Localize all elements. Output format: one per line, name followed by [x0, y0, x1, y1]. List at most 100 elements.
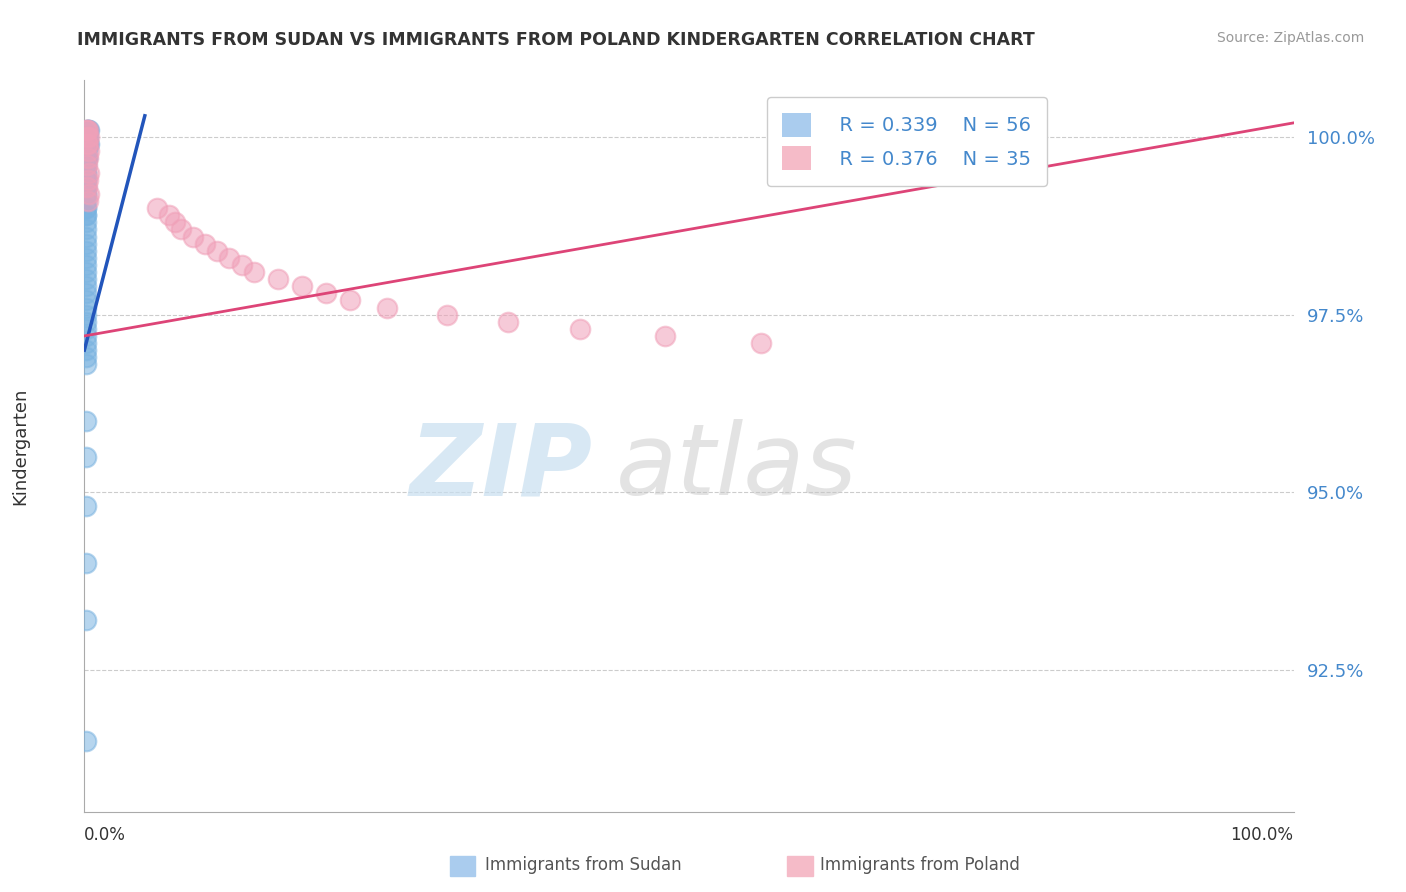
Point — [76, 145, 98, 159]
Text: ZIP: ZIP — [409, 419, 592, 516]
Text: atlas: atlas — [616, 419, 858, 516]
Point — [75, 500, 97, 514]
Point — [77, 123, 100, 137]
Point — [77, 123, 100, 137]
Point — [75, 272, 97, 286]
Point — [77, 165, 100, 179]
Point — [75, 350, 97, 364]
Text: 0.0%: 0.0% — [84, 826, 127, 844]
Point — [339, 293, 361, 308]
Point — [315, 286, 337, 301]
Point — [75, 301, 97, 315]
Point — [75, 201, 97, 215]
Point — [76, 130, 98, 145]
Point — [242, 265, 264, 279]
Point — [569, 322, 592, 336]
Point — [75, 172, 97, 186]
Point — [75, 152, 97, 166]
Point — [654, 329, 676, 343]
Point — [375, 301, 398, 315]
Point — [165, 215, 187, 229]
Point — [76, 159, 98, 173]
Point — [77, 130, 100, 145]
Point — [75, 251, 97, 265]
Point — [75, 172, 97, 186]
Point — [291, 279, 314, 293]
Point — [76, 137, 98, 152]
Point — [75, 293, 97, 308]
Point — [75, 208, 97, 222]
Point — [77, 137, 100, 152]
Point — [75, 329, 97, 343]
Text: Immigrants from Poland: Immigrants from Poland — [820, 856, 1019, 874]
Point — [75, 450, 97, 464]
Point — [267, 272, 290, 286]
Point — [77, 186, 100, 201]
Point — [76, 130, 98, 145]
Point — [207, 244, 229, 258]
Point — [231, 258, 253, 272]
Point — [751, 336, 773, 351]
Point — [77, 145, 100, 159]
Point — [77, 123, 100, 137]
Point — [75, 322, 97, 336]
Point — [181, 229, 204, 244]
Point — [157, 208, 180, 222]
Text: Immigrants from Sudan: Immigrants from Sudan — [485, 856, 682, 874]
Point — [76, 152, 98, 166]
Point — [75, 236, 97, 251]
Point — [76, 137, 98, 152]
Point — [75, 165, 97, 179]
Point — [76, 123, 98, 137]
Point — [75, 159, 97, 173]
Point — [75, 556, 97, 570]
Point — [75, 613, 97, 627]
Point — [75, 308, 97, 322]
Point — [75, 201, 97, 215]
Point — [77, 130, 100, 145]
Text: 100.0%: 100.0% — [1230, 826, 1294, 844]
Point — [77, 123, 100, 137]
Point — [146, 201, 169, 215]
Y-axis label: Kindergarten: Kindergarten — [11, 387, 28, 505]
Point — [75, 244, 97, 258]
Point — [75, 265, 97, 279]
Text: Source: ZipAtlas.com: Source: ZipAtlas.com — [1216, 31, 1364, 45]
Point — [75, 179, 97, 194]
Point — [75, 286, 97, 301]
Point — [75, 165, 97, 179]
Point — [75, 215, 97, 229]
Point — [77, 194, 100, 208]
Point — [77, 152, 100, 166]
Point — [75, 186, 97, 201]
Point — [218, 251, 240, 265]
Point — [77, 172, 100, 186]
Point — [75, 357, 97, 371]
Point — [75, 414, 97, 428]
Point — [75, 733, 97, 747]
Point — [75, 186, 97, 201]
Point — [75, 123, 97, 137]
Point — [496, 315, 519, 329]
Point — [194, 236, 217, 251]
Point — [75, 336, 97, 351]
Point — [75, 279, 97, 293]
Point — [75, 159, 97, 173]
Point — [77, 137, 100, 152]
Point — [75, 343, 97, 358]
Point — [170, 222, 193, 236]
Text: IMMIGRANTS FROM SUDAN VS IMMIGRANTS FROM POLAND KINDERGARTEN CORRELATION CHART: IMMIGRANTS FROM SUDAN VS IMMIGRANTS FROM… — [77, 31, 1035, 49]
Legend:   R = 0.339    N = 56,   R = 0.376    N = 35: R = 0.339 N = 56, R = 0.376 N = 35 — [766, 97, 1046, 186]
Point — [75, 222, 97, 236]
Point — [75, 194, 97, 208]
Point — [77, 137, 100, 152]
Point — [75, 258, 97, 272]
Point — [76, 152, 98, 166]
Point — [76, 179, 98, 194]
Point — [76, 123, 98, 137]
Point — [436, 308, 458, 322]
Point — [75, 145, 97, 159]
Point — [75, 208, 97, 222]
Point — [75, 229, 97, 244]
Point — [75, 315, 97, 329]
